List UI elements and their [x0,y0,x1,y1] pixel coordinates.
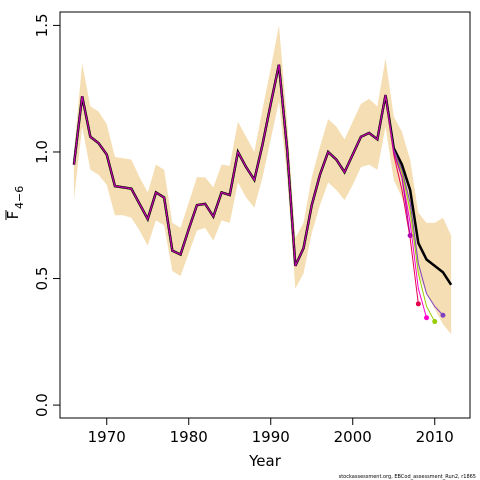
footnote: stockassessment.org, EBCod_assessment_Ru… [339,474,476,480]
end-point [440,312,446,318]
end-point [407,233,413,239]
end-point [432,319,438,325]
x-axis-label: Year [248,452,282,470]
y-tick-label: 1.0 [33,140,51,164]
y-label-symbol: F [4,211,22,220]
end-point [424,315,430,321]
y-label-subscript: 4−6 [13,186,26,209]
y-axis-label: F 4−6 [4,186,26,220]
x-tick-label: 1970 [88,428,126,446]
y-tick-label: 1.5 [33,13,51,37]
x-tick-label: 1980 [170,428,208,446]
x-tick-label: 2000 [334,428,372,446]
confidence-band [73,25,452,335]
plot-frame [59,11,471,419]
retro-line [73,64,411,267]
x-tick-label: 1990 [252,428,290,446]
x-tick-label: 2010 [416,428,454,446]
y-tick-label: 0.0 [33,393,51,417]
end-point [415,301,421,307]
y-tick-label: 0.5 [33,267,51,291]
